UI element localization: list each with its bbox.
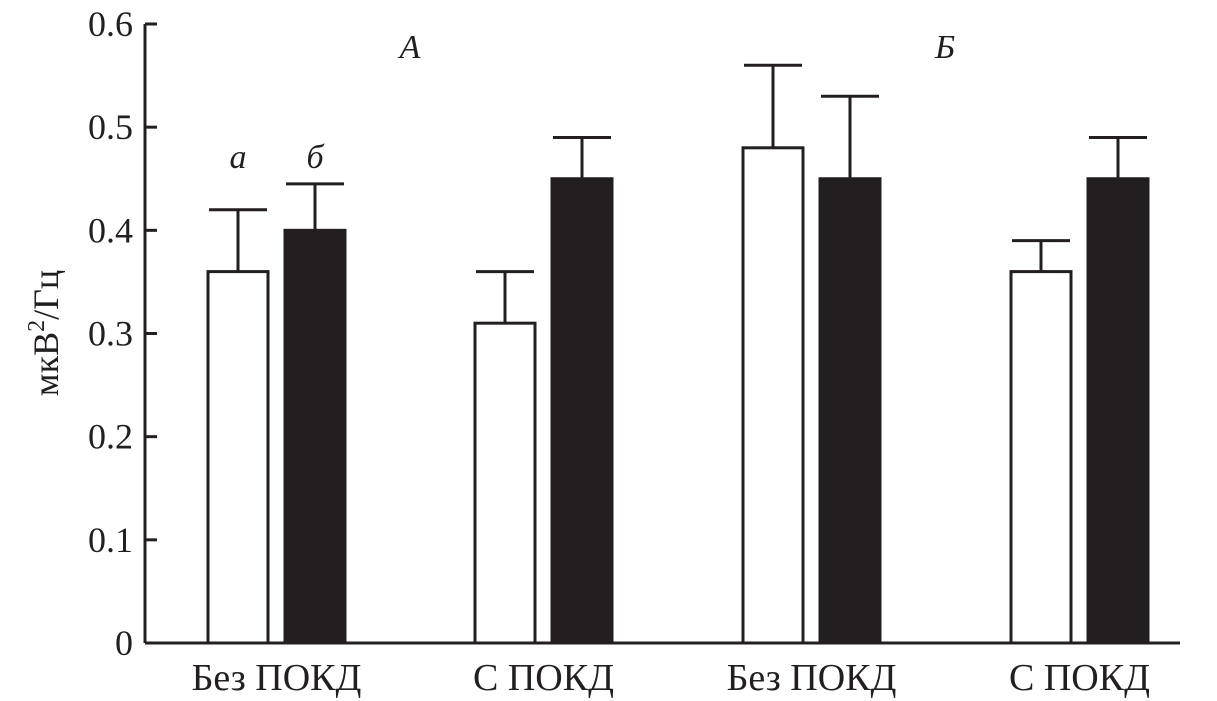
y-tick-label: 0.3 (88, 314, 133, 354)
bars (206, 63, 1150, 645)
x-tick-label: Без ПОКД (727, 657, 897, 699)
x-tick-label: С ПОКД (473, 657, 614, 699)
bar-white (206, 270, 270, 645)
series-label: а (230, 139, 247, 176)
y-tick-label: 0.2 (88, 417, 133, 457)
bar-white (473, 321, 537, 645)
y-tick-label: 0 (115, 623, 133, 663)
panel-label: Б (934, 29, 955, 66)
bar-black (1086, 177, 1150, 645)
y-tick-label: 0.6 (88, 4, 133, 44)
bar-black (283, 228, 347, 645)
x-tick-label: С ПОКД (1009, 657, 1150, 699)
y-tick-label: 0.4 (88, 210, 133, 250)
labels: Без ПОКД С ПОКД Без ПОКД С ПОКД а б А Б (192, 29, 1150, 699)
bar-black (550, 177, 614, 645)
x-tick-label: Без ПОКД (192, 657, 362, 699)
bar-white (741, 146, 805, 645)
y-tick-label: 0.1 (88, 520, 133, 560)
bar-white (1009, 270, 1073, 645)
bar-black (818, 177, 882, 645)
series-label: б (306, 139, 325, 176)
y-tick-label: 0.5 (88, 107, 133, 147)
panel-label: А (398, 29, 421, 66)
y-axis-label: мкВ2/Гц (24, 270, 66, 396)
